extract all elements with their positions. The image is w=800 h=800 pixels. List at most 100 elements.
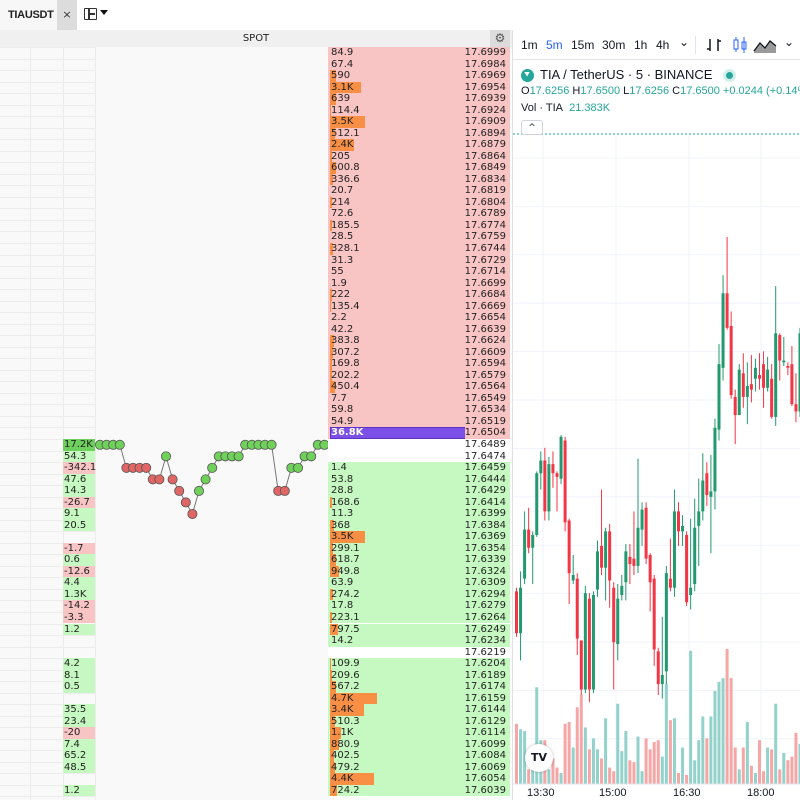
ask-row[interactable]: 84.9 17.6999: [328, 47, 510, 59]
bid-row[interactable]: 402.5 17.6084: [328, 750, 510, 762]
timeframe-1m[interactable]: 1m: [521, 38, 538, 52]
ask-row[interactable]: 55 17.6714: [328, 266, 510, 278]
bid-row[interactable]: 797.5 17.6249: [328, 623, 510, 636]
order-price: 17.6264: [464, 611, 506, 623]
price-chart[interactable]: 1m 5m 15m 30m 1h 4h ⌄ ⌄ TIA / TetherUS ·…: [512, 30, 800, 800]
timeframe-4h[interactable]: 4h: [656, 38, 670, 52]
bid-row[interactable]: 17.6474: [328, 450, 510, 463]
ask-row[interactable]: 512.1 17.6894: [328, 127, 510, 140]
size-bar: [330, 554, 337, 566]
ask-row[interactable]: 7.7 17.6549: [328, 392, 510, 405]
ask-row[interactable]: 1.9 17.6699: [328, 277, 510, 290]
ask-row[interactable]: 114.4 17.6924: [328, 104, 510, 117]
size-bar: [330, 715, 336, 728]
ask-row[interactable]: 222 17.6684: [328, 289, 510, 301]
collapse-legend-button[interactable]: ^: [521, 120, 543, 135]
ask-row[interactable]: 42.2 17.6639: [328, 323, 510, 336]
bid-row[interactable]: 3.5K 17.6369: [328, 531, 510, 543]
ask-row[interactable]: 336.6 17.6834: [328, 173, 510, 186]
bid-row[interactable]: 209.6 17.6189: [328, 669, 510, 682]
bid-row[interactable]: 724.2 17.6039: [328, 784, 510, 797]
bid-row[interactable]: 949.8 17.6324: [328, 565, 510, 578]
bid-row[interactable]: 17.6219: [328, 646, 510, 659]
symbol-title[interactable]: TIA / TetherUS · 5 · BINANCE: [540, 67, 713, 82]
ask-row[interactable]: 31.3 17.6729: [328, 254, 510, 267]
candle-body: [563, 440, 567, 523]
bid-row[interactable]: 223.1 17.6264: [328, 611, 510, 624]
bid-row[interactable]: 618.7 17.6339: [328, 554, 510, 566]
ask-row[interactable]: 3.1K 17.6954: [328, 81, 510, 94]
ask-row[interactable]: 202.2 17.6579: [328, 369, 510, 382]
bid-row[interactable]: 4.7K 17.6159: [328, 692, 510, 705]
ask-row[interactable]: 2.4K 17.6879: [328, 139, 510, 151]
bid-row[interactable]: 3.4K 17.6144: [328, 704, 510, 716]
candlestick-chart[interactable]: [513, 30, 800, 800]
ask-row[interactable]: 28.5 17.6759: [328, 231, 510, 243]
candle-chart-type-icon[interactable]: [732, 36, 748, 54]
bid-row[interactable]: 14.2 17.6234: [328, 635, 510, 647]
bid-row[interactable]: 109.9 17.6204: [328, 658, 510, 670]
size-bar: [330, 196, 333, 209]
order-quantity: 54.9: [331, 415, 354, 427]
timeframe-5m[interactable]: 5m: [546, 38, 563, 52]
volume-bar: [652, 742, 656, 784]
bid-row[interactable]: 1.1K 17.6114: [328, 727, 510, 739]
bid-row[interactable]: 63.9 17.6309: [328, 577, 510, 589]
ask-row[interactable]: 450.4 17.6564: [328, 381, 510, 393]
order-quantity: 299.1: [331, 542, 360, 554]
ask-row[interactable]: 590 17.6969: [328, 70, 510, 82]
ask-row[interactable]: 328.1 17.6744: [328, 243, 510, 255]
volume-bar: [689, 650, 693, 784]
tab-tiausdt[interactable]: TIAUSDT: [0, 0, 57, 30]
ask-row[interactable]: 20.7 17.6819: [328, 185, 510, 197]
bid-row[interactable]: 880.9 17.6099: [328, 738, 510, 751]
ask-row[interactable]: 639 17.6939: [328, 93, 510, 105]
ask-row[interactable]: 214 17.6804: [328, 196, 510, 209]
ask-row[interactable]: 2.2 17.6654: [328, 312, 510, 324]
bid-row[interactable]: 368 17.6384: [328, 519, 510, 532]
ask-row[interactable]: 600.8 17.6849: [328, 162, 510, 174]
ask-row[interactable]: 135.4 17.6669: [328, 300, 510, 313]
bid-row[interactable]: 274.2 17.6294: [328, 588, 510, 601]
bid-row[interactable]: 17.6489: [328, 439, 510, 451]
chart-type-more-icon[interactable]: ⌄: [784, 35, 795, 49]
trade-dot-up: [193, 485, 204, 496]
ask-row[interactable]: 67.4 17.6984: [328, 58, 510, 71]
grid-line: [0, 127, 95, 129]
ask-row[interactable]: 205 17.6864: [328, 150, 510, 163]
ask-row[interactable]: 383.8 17.6624: [328, 335, 510, 347]
bid-row[interactable]: 510.3 17.6129: [328, 715, 510, 728]
order-book[interactable]: 84.9 17.6999 67.4 17.6984 590 17.6969 3.1K 17.6…: [328, 47, 510, 800]
bid-row[interactable]: 11.3 17.6399: [328, 508, 510, 520]
ask-row[interactable]: 36.8K 17.6504: [328, 427, 510, 439]
timeframe-30m[interactable]: 30m: [602, 38, 626, 52]
bid-row[interactable]: 4.4K 17.6054: [328, 773, 510, 785]
ask-row[interactable]: 72.6 17.6789: [328, 208, 510, 220]
ask-row[interactable]: 3.5K 17.6909: [328, 116, 510, 128]
bid-row[interactable]: 17.8 17.6279: [328, 600, 510, 612]
ask-row[interactable]: 169.8 17.6594: [328, 358, 510, 370]
ask-row[interactable]: 54.9 17.6519: [328, 415, 510, 428]
area-chart-type-icon[interactable]: [753, 37, 777, 53]
bid-row[interactable]: 1.4 17.6459: [328, 462, 510, 474]
bid-row[interactable]: 168.6 17.6414: [328, 496, 510, 509]
bid-row[interactable]: 28.8 17.6429: [328, 485, 510, 497]
bar-chart-type-icon[interactable]: [706, 37, 722, 53]
bid-row[interactable]: 567.2 17.6174: [328, 681, 510, 693]
gear-icon[interactable]: ⚙: [490, 30, 510, 47]
ask-row[interactable]: 307.2 17.6609: [328, 346, 510, 359]
ask-row[interactable]: 185.5 17.6774: [328, 219, 510, 232]
timeframe-15m[interactable]: 15m: [571, 38, 595, 52]
ask-row[interactable]: 59.8 17.6534: [328, 404, 510, 416]
bid-row[interactable]: 53.8 17.6444: [328, 473, 510, 486]
timeframe-more-icon[interactable]: ⌄: [679, 35, 690, 49]
bid-row[interactable]: 299.1 17.6354: [328, 542, 510, 555]
size-bar: [330, 611, 333, 624]
caret-down-icon[interactable]: [100, 10, 108, 15]
bid-row[interactable]: 479.2 17.6069: [328, 761, 510, 774]
close-tab-icon[interactable]: ×: [57, 0, 77, 30]
order-price: 17.6834: [464, 173, 506, 185]
timeframe-1h[interactable]: 1h: [634, 38, 648, 52]
layout-icon[interactable]: [84, 8, 97, 20]
tradingview-logo[interactable]: TV: [525, 744, 553, 772]
